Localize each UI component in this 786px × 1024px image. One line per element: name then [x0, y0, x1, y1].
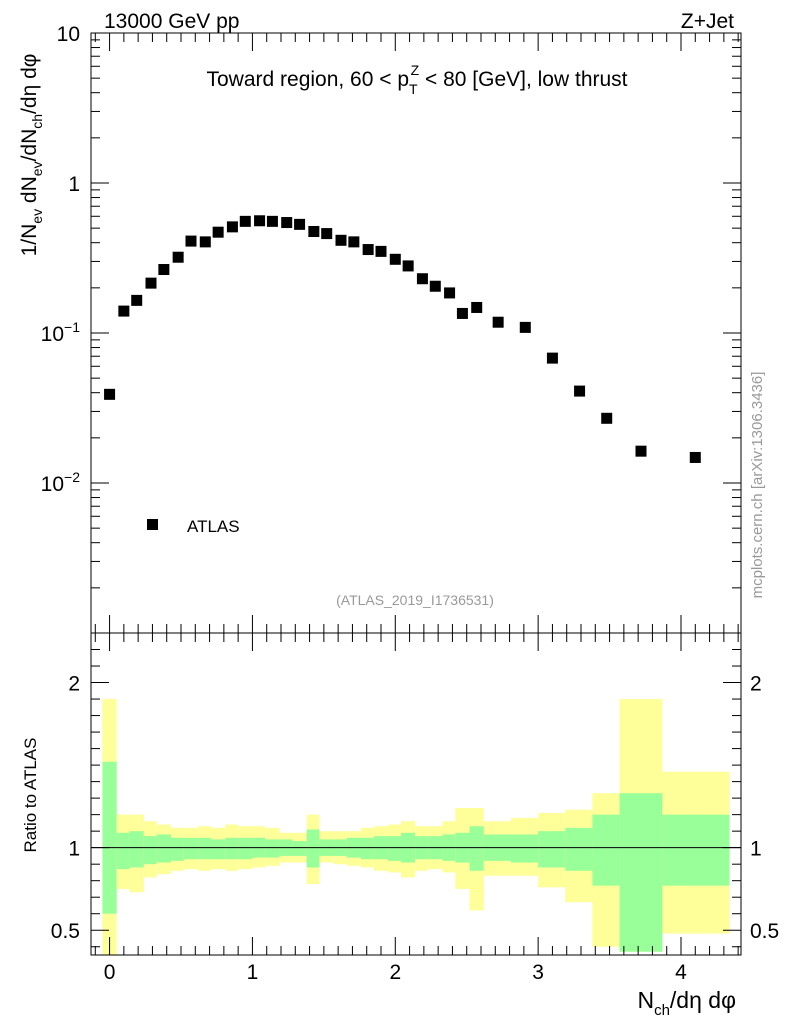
ratio-y-tick-labels-left: 0.5 1 2	[51, 673, 80, 944]
inner-band-bin-32	[592, 814, 620, 886]
data-point-25	[444, 287, 456, 299]
inner-band-bin-30	[538, 831, 566, 868]
y-tick-label-1e-2: 10−2	[41, 469, 81, 496]
inner-band-bin-34	[662, 814, 730, 886]
process-label: Z+Jet	[681, 10, 734, 33]
data-point-15	[308, 225, 320, 237]
main-y-axis-label: 1/Nev dNev/dNch/dη dφ	[18, 54, 45, 257]
data-point-22	[402, 260, 414, 272]
inner-band-bin-7	[198, 837, 211, 860]
data-point-21	[389, 253, 401, 265]
data-point-23	[416, 273, 428, 285]
inner-band-bin-15	[306, 829, 320, 868]
data-point-32	[601, 412, 613, 424]
x-tick-label-1: 1	[247, 961, 259, 984]
inner-band-bin-8	[211, 839, 226, 860]
data-point-30	[546, 352, 558, 364]
ratio-y-tick-labels-right: 0.5 1 2	[750, 673, 779, 944]
inner-band-bin-2	[129, 831, 144, 868]
data-point-5	[172, 251, 184, 263]
ratio-y-tick-2: 2	[68, 673, 80, 696]
data-point-27	[471, 301, 483, 313]
y-tick-label-1e-1: 10−1	[41, 319, 81, 346]
data-point-29	[519, 321, 531, 333]
ratio-panel: 0.5 1 2 0.5 1 2 0 1 2 3 4 Ratio to ATLAS…	[21, 632, 779, 1019]
legend: ATLAS	[147, 517, 240, 536]
inner-band-bin-21	[388, 836, 401, 861]
data-point-6	[185, 235, 197, 247]
data-point-18	[348, 236, 360, 248]
main-data-markers	[104, 215, 701, 463]
inner-band-bin-4	[156, 834, 171, 863]
inner-band-bin-10	[238, 837, 253, 860]
data-point-2	[131, 294, 143, 306]
y-tick-label-1: 1	[68, 173, 80, 196]
inner-band-bin-33	[619, 793, 663, 952]
inner-band-bin-5	[171, 837, 184, 861]
data-point-9	[226, 221, 238, 233]
legend-marker-atlas	[147, 519, 158, 530]
analysis-id-label: (ATLAS_2019_I1736531)	[336, 592, 494, 608]
data-point-34	[689, 451, 701, 463]
ratio-y-tick-right-2: 2	[750, 673, 762, 696]
x-tick-labels: 0 1 2 3 4	[104, 961, 687, 984]
main-axis-ticks	[91, 33, 741, 633]
main-y-tick-labels: 10 1 10−1 10−2	[41, 23, 81, 496]
data-point-33	[635, 445, 647, 457]
inner-band-bin-0	[102, 761, 117, 914]
x-tick-label-3: 3	[532, 961, 544, 984]
data-point-28	[492, 316, 504, 328]
inner-band-bin-14	[292, 841, 307, 856]
inner-band-bin-29	[511, 834, 539, 863]
ratio-axis-ticks	[91, 632, 741, 955]
data-point-3	[145, 277, 157, 289]
data-point-12	[266, 215, 278, 227]
data-point-8	[212, 226, 224, 238]
data-point-20	[375, 245, 387, 257]
data-point-31	[574, 385, 586, 397]
ratio-y-tick-right-0.5: 0.5	[750, 920, 779, 943]
legend-entry-atlas: ATLAS	[187, 517, 240, 536]
data-point-13	[281, 217, 293, 229]
inner-band-bin-6	[183, 837, 199, 860]
main-panel: 10 1 10−1 10−2 Toward region, 60 < pTZ <…	[18, 23, 742, 634]
inner-band-bin-19	[361, 837, 374, 860]
x-tick-label-4: 4	[675, 961, 687, 984]
data-point-11	[254, 215, 266, 227]
data-point-0	[104, 388, 116, 400]
inner-band-bin-27	[469, 826, 484, 871]
ratio-y-tick-right-1: 1	[750, 838, 762, 861]
inner-band-bin-9	[225, 837, 239, 860]
data-point-10	[239, 215, 251, 227]
ratio-y-tick-0.5: 0.5	[51, 920, 80, 943]
inner-band-bin-3	[143, 836, 157, 865]
data-point-24	[429, 280, 441, 292]
ratio-uncertainty-bands	[102, 699, 730, 955]
inner-band-bin-31	[565, 827, 593, 871]
ratio-frame	[90, 632, 742, 956]
data-point-19	[362, 244, 374, 256]
source-watermark: mcplots.cern.ch [arXiv:1306.3436]	[749, 372, 766, 599]
data-point-16	[321, 228, 333, 240]
inner-band-bin-1	[116, 832, 130, 870]
energy-label: 13000 GeV pp	[104, 10, 239, 33]
inner-band-bin-12	[265, 839, 280, 858]
data-point-26	[456, 307, 468, 319]
data-point-1	[118, 305, 130, 317]
main-frame	[90, 32, 742, 634]
data-point-17	[335, 234, 347, 246]
x-tick-label-2: 2	[389, 961, 401, 984]
y-tick-label-10: 10	[57, 23, 80, 46]
x-axis-label: Nch/dη dφ	[637, 987, 736, 1019]
ratio-y-axis-label: Ratio to ATLAS	[21, 738, 40, 853]
chart-title: Toward region, 60 < pTZ < 80 [GeV], low …	[206, 62, 627, 97]
data-point-7	[199, 236, 211, 248]
data-point-4	[158, 264, 170, 276]
ratio-y-tick-1: 1	[68, 838, 80, 861]
x-tick-label-0: 0	[104, 961, 116, 984]
data-point-14	[294, 218, 306, 230]
